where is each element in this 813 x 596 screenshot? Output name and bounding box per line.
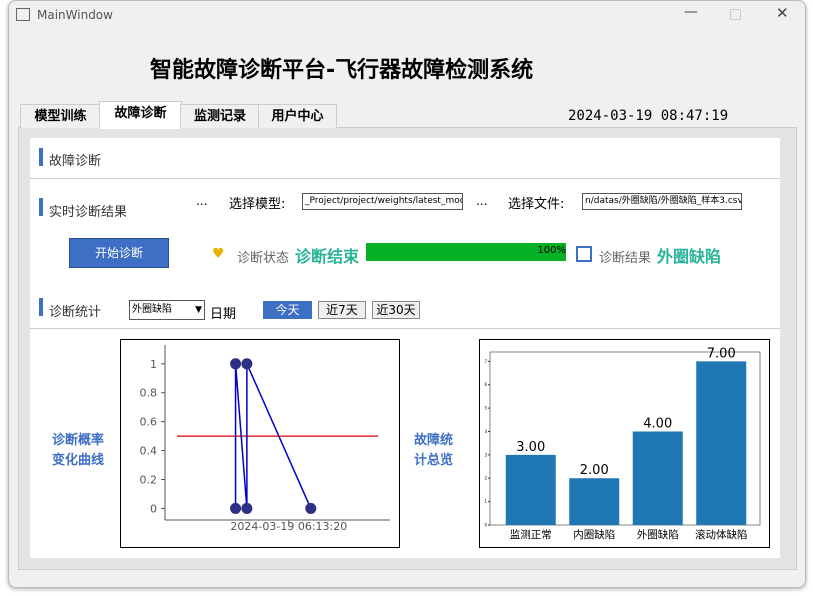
header-title: 智能故障诊断平台-飞行器故障检测系统 xyxy=(150,58,534,83)
x-tick-label: 滚动体缺陷 xyxy=(695,528,748,541)
model-label: 选择模型: xyxy=(229,197,286,212)
status-label: 诊断状态 xyxy=(237,251,290,266)
start-button[interactable]: 开始诊断 xyxy=(69,238,169,268)
point xyxy=(241,502,253,514)
y-tick-label: 0.6 xyxy=(140,416,158,429)
date-label: 日期 xyxy=(210,307,237,322)
section-title: 实时诊断结果 xyxy=(49,205,128,220)
combo-arrow: ▼ xyxy=(195,305,202,315)
status: 诊断结束 xyxy=(295,247,360,266)
y-tick-label: 1 xyxy=(484,499,487,504)
curve-title: 诊断概率 变化曲线 xyxy=(52,431,104,471)
chart-frame xyxy=(120,339,400,548)
point xyxy=(230,358,242,370)
file-browse[interactable]: ... xyxy=(476,194,488,208)
overview-title: 故障统 计总览 xyxy=(414,431,453,471)
y-tick-label: 0 xyxy=(484,523,487,528)
bar xyxy=(505,454,556,525)
window-title: MainWindow xyxy=(37,8,113,22)
y-tick-label: 7 xyxy=(484,359,487,364)
y-tick-label: 2 xyxy=(484,476,487,481)
value-label: 4.00 xyxy=(643,416,672,431)
point xyxy=(305,502,317,514)
progress-track: 100% xyxy=(366,243,566,261)
y-tick-label: 3 xyxy=(484,452,487,457)
line-chart: 0 0.2 0.4 0.6 0.8 1 2024-03-19 06:13:20 xyxy=(120,339,400,548)
result: 外圈缺陷 xyxy=(657,247,722,266)
range-button[interactable]: 近7天 xyxy=(318,301,366,319)
model-browse[interactable]: ... xyxy=(196,194,208,208)
tab[interactable]: 模型训练 xyxy=(20,104,101,128)
y-tick-label: 0.4 xyxy=(140,445,158,458)
status-icon: ♥ xyxy=(212,246,225,262)
filter-value: 外圈缺陷 xyxy=(132,304,172,315)
close[interactable]: ✕ xyxy=(776,4,789,22)
plot-area xyxy=(489,351,761,526)
panel-title: 故障诊断 xyxy=(49,154,102,169)
divider xyxy=(30,328,780,329)
y-tick-label: 0 xyxy=(150,502,157,515)
section-marker xyxy=(39,298,43,316)
bar xyxy=(632,431,683,525)
bar xyxy=(696,361,747,525)
app-icon xyxy=(16,8,30,21)
section-marker xyxy=(39,148,43,166)
x-tick-label: 内圈缺陷 xyxy=(573,528,615,541)
point xyxy=(230,502,242,514)
file-path[interactable]: n/datas/外圈缺陷/外圈缺陷_样本3.csv xyxy=(582,193,742,210)
progress-bar xyxy=(366,243,566,261)
y-tick-label: 6 xyxy=(484,382,487,387)
maximize[interactable] xyxy=(730,9,741,20)
tab[interactable]: 监测记录 xyxy=(180,104,260,128)
progress-label: 100% xyxy=(537,245,566,256)
value-label: 2.00 xyxy=(580,463,609,478)
curve-title-line: 变化曲线 xyxy=(52,453,105,468)
result-icon xyxy=(576,246,592,262)
result-label: 诊断结果 xyxy=(599,251,652,266)
minimize[interactable]: — xyxy=(684,4,698,20)
section-marker xyxy=(39,198,43,216)
curve-title-line: 诊断概率 xyxy=(52,433,105,448)
section-title: 诊断统计 xyxy=(49,305,102,320)
value-label: 7.00 xyxy=(707,346,736,361)
filter-combo[interactable]: 外圈缺陷 ▼ xyxy=(129,300,205,320)
bar-chart: 0 1 2 3 4 5 6 7 3.00 监测正常 2.00 内圈缺陷 4.00 外圈缺陷 7.00 滚动体缺… xyxy=(479,339,770,548)
range-button[interactable]: 今天 xyxy=(263,301,312,319)
y-tick-label: 0.2 xyxy=(140,474,158,487)
y-tick-label: 4 xyxy=(484,429,487,434)
model-path[interactable]: _Project/project/weights/latest_model xyxy=(302,193,463,210)
x-tick-label: 外圈缺陷 xyxy=(637,528,679,541)
y-tick-label: 0.8 xyxy=(140,387,158,400)
y-tick-label: 1 xyxy=(150,358,157,371)
x-tick-label: 2024-03-19 06:13:20 xyxy=(230,520,347,533)
divider xyxy=(30,178,780,179)
datetime: 2024-03-19 08:47:19 xyxy=(568,108,729,124)
x-tick-label: 监测正常 xyxy=(510,528,552,541)
bar xyxy=(569,478,620,525)
file-label: 选择文件: xyxy=(508,197,565,212)
overview-title-line: 计总览 xyxy=(414,453,454,468)
y-tick-label: 5 xyxy=(484,406,487,411)
value-label: 3.00 xyxy=(516,440,545,455)
tab[interactable]: 用户中心 xyxy=(258,104,337,128)
overview-title-line: 故障统 xyxy=(414,433,454,448)
tab[interactable]: 故障诊断 xyxy=(99,101,182,129)
point xyxy=(241,358,253,370)
range-button[interactable]: 近30天 xyxy=(372,301,420,319)
